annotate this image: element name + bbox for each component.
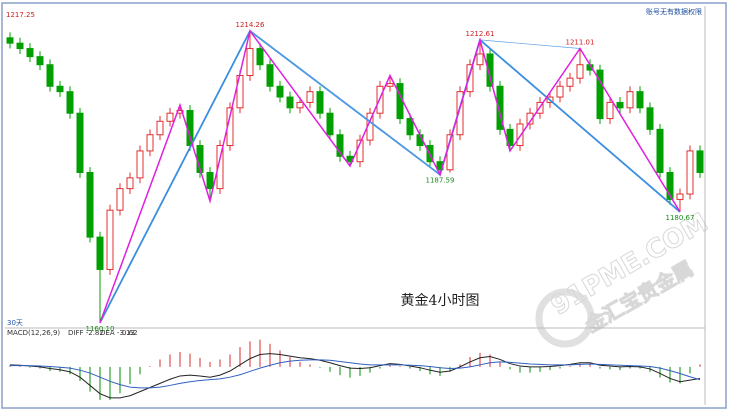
candle-body — [286, 96, 294, 109]
y-tick-label: 1217.25 — [6, 11, 35, 19]
watermark-logo — [535, 288, 595, 348]
candle-body — [156, 120, 164, 136]
trend-line — [479, 39, 581, 49]
candle-body — [86, 171, 94, 238]
pivot-label: 1160.10 — [86, 325, 115, 333]
dea-label: DEA -3.13 — [100, 329, 135, 337]
trend-line — [249, 30, 441, 175]
candle-body — [136, 150, 144, 179]
candle-body — [56, 85, 64, 93]
candle-body — [46, 64, 54, 87]
candle-body — [316, 91, 324, 114]
candle-body — [636, 91, 644, 109]
candle-body — [256, 48, 264, 66]
pivot-label: 1212.61 — [466, 30, 495, 38]
candle-body — [566, 77, 574, 87]
macd-line — [10, 359, 701, 389]
candle-body — [246, 48, 254, 76]
candle-body — [696, 150, 704, 173]
candle-body — [626, 91, 634, 109]
candle-body — [276, 85, 284, 98]
candle-body — [126, 177, 134, 190]
candle-body — [26, 48, 34, 58]
candle-body — [336, 134, 344, 157]
candle-body — [166, 112, 174, 122]
chart-title: 黄金4小时图 — [401, 292, 480, 309]
pivot-label: 1211.01 — [566, 39, 595, 47]
candle-body — [216, 145, 224, 190]
candle-body — [596, 69, 604, 120]
candle-body — [66, 91, 74, 114]
candle-body — [676, 193, 684, 200]
period-label: 30天 — [7, 319, 23, 327]
candle-body — [76, 112, 84, 173]
candle-body — [306, 91, 314, 103]
zigzag-line — [99, 29, 681, 324]
candle-body — [466, 64, 474, 93]
candle-body — [496, 85, 504, 130]
macd-line — [9, 353, 701, 399]
candle-body — [576, 64, 584, 79]
candle-body — [666, 171, 674, 200]
candle-body — [406, 118, 414, 136]
candle-body — [326, 112, 334, 136]
pivot-label: 1214.26 — [236, 21, 265, 29]
candle-body — [116, 188, 124, 211]
candle-body — [476, 53, 484, 66]
candle-body — [646, 107, 654, 130]
candle-body — [556, 85, 564, 98]
candle-body — [266, 64, 274, 87]
notice: 账号无有数据权限 — [646, 7, 702, 16]
candle-body — [146, 134, 154, 152]
pivot-label: 1180.67 — [666, 214, 695, 222]
candle-body — [456, 91, 464, 136]
diff-label: DIFF -2.82 — [68, 329, 104, 337]
candle-body — [606, 101, 614, 120]
candle-body — [6, 37, 14, 44]
candle-body — [616, 101, 624, 109]
hist-label: 0.62 — [122, 329, 138, 337]
candle-body — [96, 236, 104, 270]
candle-body — [206, 171, 214, 190]
candle-body — [516, 123, 524, 147]
candle-body — [296, 101, 304, 109]
candle-body — [16, 42, 24, 50]
candle-body — [656, 128, 664, 173]
candle-body — [486, 53, 494, 87]
macd-label: MACD(12,26,9) — [7, 329, 60, 337]
candle-body — [686, 150, 694, 195]
candle-body — [386, 83, 394, 87]
candle-body — [36, 56, 44, 66]
pivot-label: 1187.59 — [426, 177, 455, 185]
candle-body — [106, 209, 114, 270]
